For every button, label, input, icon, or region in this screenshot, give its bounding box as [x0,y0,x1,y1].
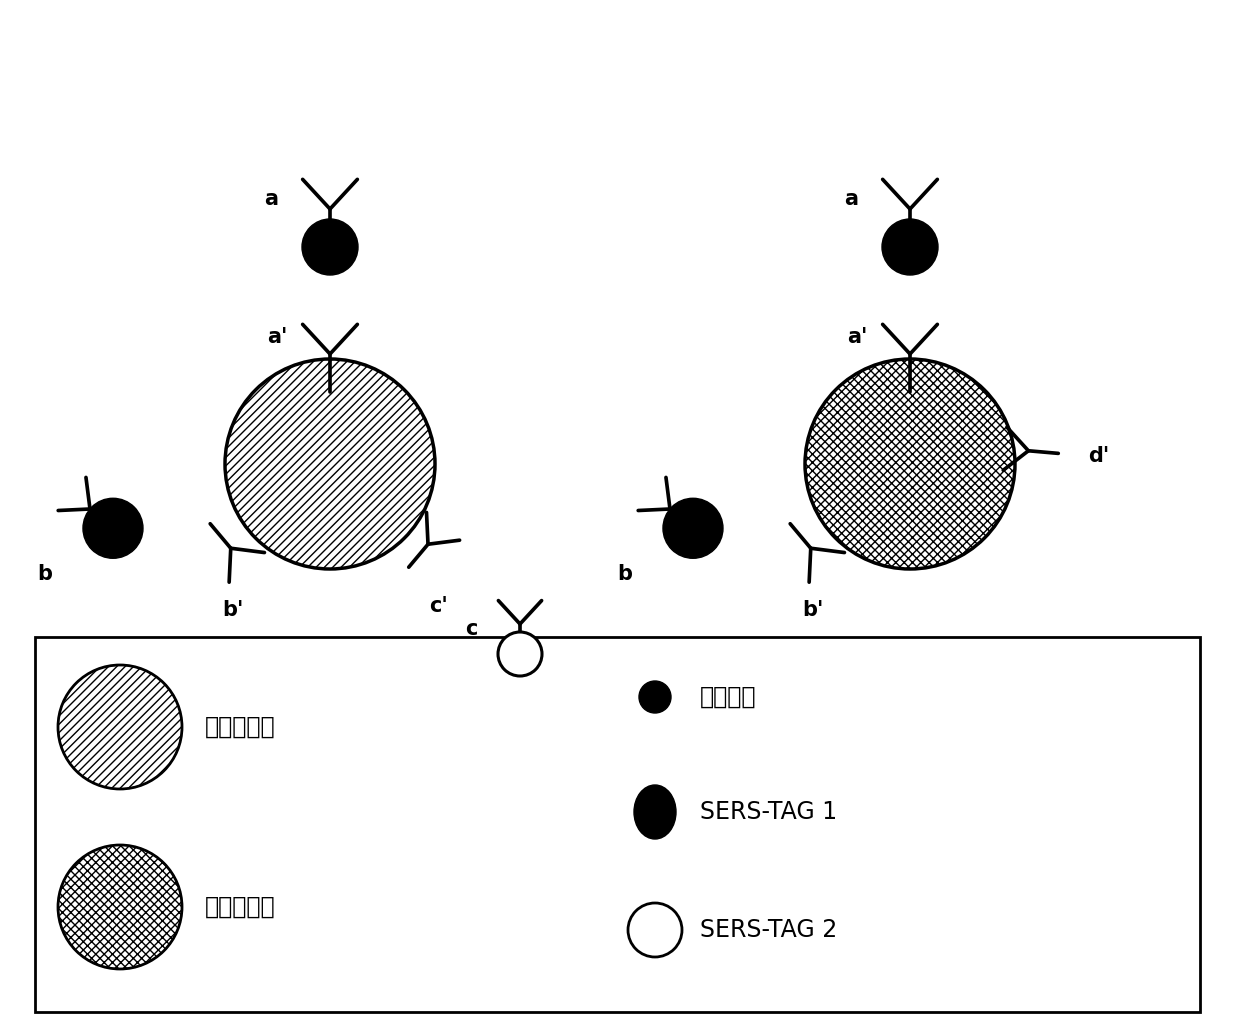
Circle shape [882,219,937,275]
Text: b': b' [802,600,823,621]
Text: b: b [37,564,52,584]
Text: d': d' [1089,445,1110,466]
Text: c': c' [429,596,448,616]
Text: b: b [618,564,632,584]
Text: a: a [264,189,278,209]
Text: SERS-TAG 2: SERS-TAG 2 [701,918,837,942]
Text: a: a [844,189,858,209]
Text: 免疫磁珠: 免疫磁珠 [701,685,756,709]
Circle shape [83,499,143,558]
Text: b': b' [222,600,243,621]
Circle shape [303,219,358,275]
Circle shape [498,632,542,676]
Circle shape [58,665,182,790]
Text: a': a' [268,327,288,347]
Circle shape [58,845,182,969]
Ellipse shape [634,785,676,839]
Text: 甲目标细胞: 甲目标细胞 [205,715,275,739]
Circle shape [224,359,435,569]
Circle shape [627,903,682,957]
Text: SERS-TAG 1: SERS-TAG 1 [701,800,837,824]
Circle shape [805,359,1016,569]
Text: a': a' [848,327,868,347]
Circle shape [639,681,671,713]
Text: c: c [466,618,477,639]
Circle shape [663,499,723,558]
Text: 乙目标细胞: 乙目标细胞 [205,895,275,919]
Bar [35,637,1200,1012]
